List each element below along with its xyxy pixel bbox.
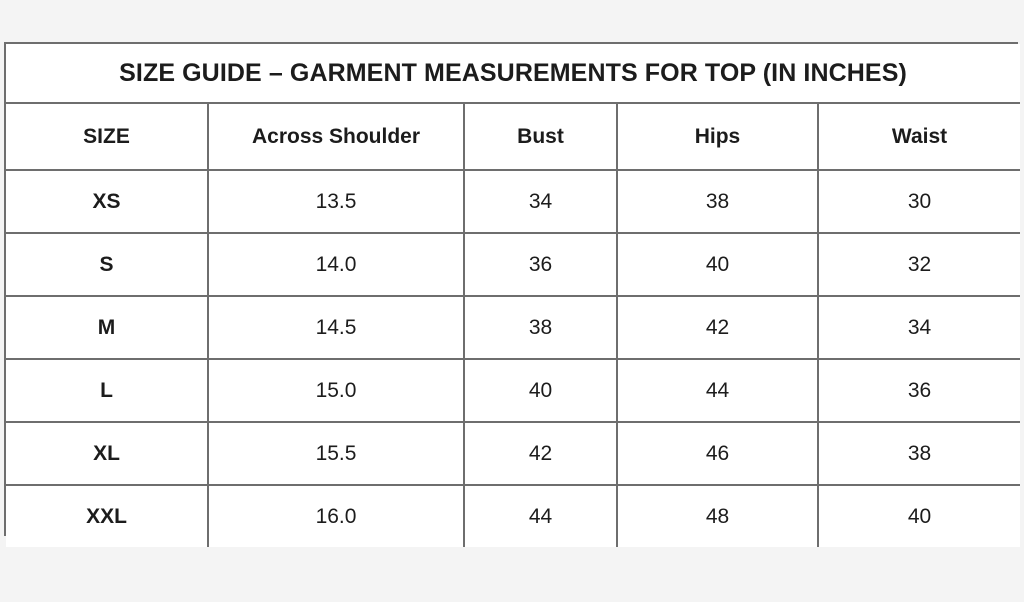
cell-across-shoulder: 15.0 bbox=[207, 358, 465, 423]
cell-waist: 32 bbox=[816, 232, 1021, 297]
cell-waist: 40 bbox=[816, 484, 1021, 547]
title-row: SIZE GUIDE – GARMENT MEASUREMENTS FOR TO… bbox=[6, 44, 1021, 104]
cell-hips: 46 bbox=[616, 421, 819, 486]
column-header-waist: Waist bbox=[816, 102, 1021, 171]
cell-across-shoulder: 13.5 bbox=[207, 169, 465, 234]
table-row: XXL 16.0 44 48 40 bbox=[6, 484, 1021, 547]
cell-hips: 38 bbox=[616, 169, 819, 234]
table-row: S 14.0 36 40 32 bbox=[6, 232, 1021, 297]
column-header-across-shoulder: Across Shoulder bbox=[207, 102, 465, 171]
table-row: XS 13.5 34 38 30 bbox=[6, 169, 1021, 234]
size-guide-table-container: SIZE GUIDE – GARMENT MEASUREMENTS FOR TO… bbox=[4, 42, 1021, 547]
cell-hips: 42 bbox=[616, 295, 819, 360]
cell-waist: 38 bbox=[816, 421, 1021, 486]
cell-size: XXL bbox=[6, 484, 209, 547]
cell-size: XL bbox=[6, 421, 209, 486]
table-row: L 15.0 40 44 36 bbox=[6, 358, 1021, 423]
cell-bust: 42 bbox=[463, 421, 618, 486]
column-header-bust: Bust bbox=[463, 102, 618, 171]
size-guide-table-body: SIZE GUIDE – GARMENT MEASUREMENTS FOR TO… bbox=[6, 44, 1021, 547]
cell-across-shoulder: 16.0 bbox=[207, 484, 465, 547]
cell-bust: 44 bbox=[463, 484, 618, 547]
cell-size: M bbox=[6, 295, 209, 360]
cell-across-shoulder: 14.0 bbox=[207, 232, 465, 297]
size-guide-table: SIZE GUIDE – GARMENT MEASUREMENTS FOR TO… bbox=[6, 44, 1021, 547]
cell-bust: 38 bbox=[463, 295, 618, 360]
size-guide-title: SIZE GUIDE – GARMENT MEASUREMENTS FOR TO… bbox=[6, 44, 1021, 104]
cell-across-shoulder: 15.5 bbox=[207, 421, 465, 486]
cell-size: L bbox=[6, 358, 209, 423]
cell-waist: 30 bbox=[816, 169, 1021, 234]
table-row: M 14.5 38 42 34 bbox=[6, 295, 1021, 360]
cell-bust: 34 bbox=[463, 169, 618, 234]
column-header-hips: Hips bbox=[616, 102, 819, 171]
cell-hips: 44 bbox=[616, 358, 819, 423]
cell-waist: 34 bbox=[816, 295, 1021, 360]
cell-across-shoulder: 14.5 bbox=[207, 295, 465, 360]
table-row: XL 15.5 42 46 38 bbox=[6, 421, 1021, 486]
cell-size: XS bbox=[6, 169, 209, 234]
cell-hips: 40 bbox=[616, 232, 819, 297]
cell-bust: 40 bbox=[463, 358, 618, 423]
cell-hips: 48 bbox=[616, 484, 819, 547]
cell-size: S bbox=[6, 232, 209, 297]
header-row: SIZE Across Shoulder Bust Hips Waist bbox=[6, 102, 1021, 171]
cell-bust: 36 bbox=[463, 232, 618, 297]
column-header-size: SIZE bbox=[6, 102, 209, 171]
cell-waist: 36 bbox=[816, 358, 1021, 423]
